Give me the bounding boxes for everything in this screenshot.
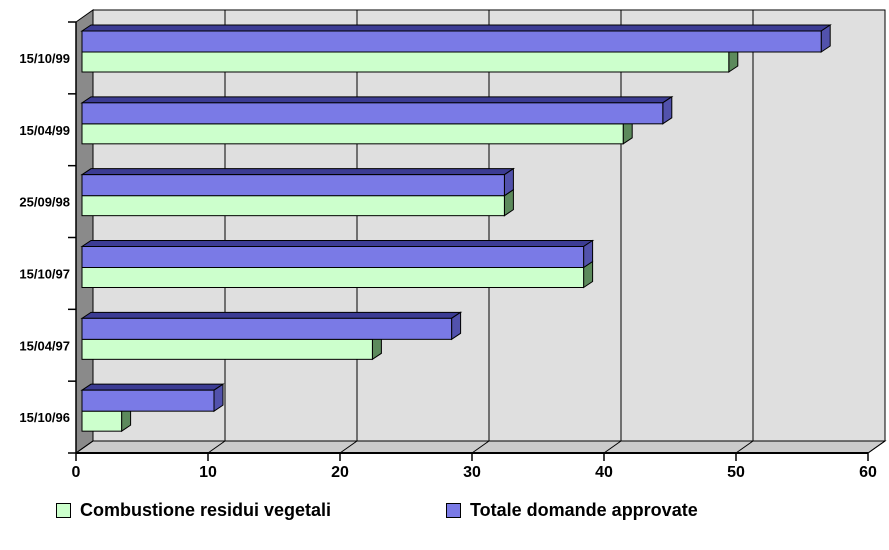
floor-connector xyxy=(471,440,490,454)
legend-label-totale: Totale domande approvate xyxy=(470,500,698,520)
x-axis-tick-label: 10 xyxy=(199,464,217,481)
bar-top-blue xyxy=(80,24,832,32)
floor-connector xyxy=(339,440,358,454)
bar-top-blue xyxy=(80,96,674,104)
floor-connector xyxy=(75,440,94,454)
y-axis-label: 15/10/97 xyxy=(19,266,70,281)
bar-green xyxy=(81,267,585,288)
x-axis-tick-label: 0 xyxy=(72,464,81,481)
x-axis-tick-label: 20 xyxy=(331,464,349,481)
bar-green xyxy=(81,51,730,73)
x-axis-tick-label: 60 xyxy=(859,464,877,481)
bar-green xyxy=(81,123,624,145)
x-axis-tick-label: 30 xyxy=(463,464,481,481)
bar-top-blue xyxy=(80,383,225,391)
y-axis-label: 15/10/99 xyxy=(19,51,70,66)
floor-connector xyxy=(867,440,886,454)
bar-blue xyxy=(81,174,505,197)
bar-green xyxy=(81,195,505,217)
y-axis-label: 25/09/98 xyxy=(19,195,70,210)
y-axis-label: 15/04/99 xyxy=(19,123,70,138)
legend-item-combustione: Combustione residui vegetali xyxy=(56,500,331,521)
bar-blue xyxy=(81,30,822,53)
bar-blue xyxy=(81,246,585,268)
bar-green xyxy=(81,410,123,432)
bar-top-blue xyxy=(80,240,595,247)
bar-blue xyxy=(81,317,453,340)
floor-connector xyxy=(603,440,622,454)
legend-swatch-green xyxy=(56,503,71,518)
bar-green xyxy=(81,338,373,360)
legend-item-totale: Totale domande approvate xyxy=(446,500,698,521)
floor-connector xyxy=(735,440,754,454)
bar-top-blue xyxy=(80,168,516,176)
y-axis-label: 15/04/97 xyxy=(19,338,70,353)
x-axis-tick-label: 40 xyxy=(595,464,613,481)
x-axis-tick-label: 50 xyxy=(727,464,745,481)
legend-label-combustione: Combustione residui vegetali xyxy=(80,500,332,520)
y-axis-label: 15/10/96 xyxy=(19,410,70,425)
legend-swatch-blue xyxy=(446,503,461,518)
floor-connector xyxy=(207,440,226,454)
bar-top-blue xyxy=(80,311,463,319)
bar-blue xyxy=(81,389,215,412)
bar-blue xyxy=(81,102,664,125)
